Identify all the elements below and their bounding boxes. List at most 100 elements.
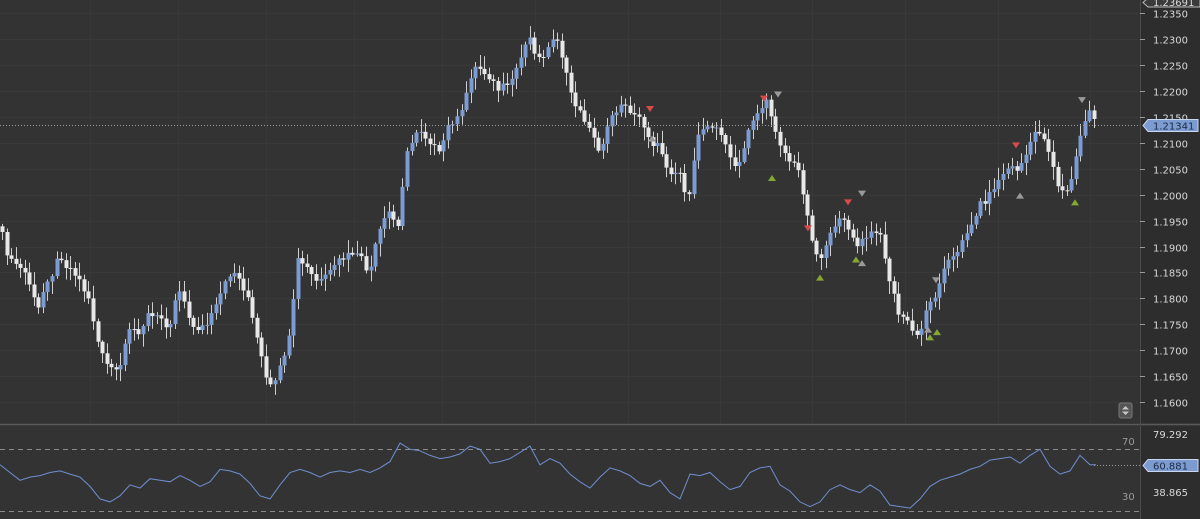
price-tick-label: 1.2100 xyxy=(1153,140,1188,151)
candle-bear xyxy=(878,232,883,235)
candle-bull xyxy=(746,129,751,149)
candle-bull xyxy=(287,335,292,356)
candle-bear xyxy=(396,219,401,227)
candle-bull xyxy=(837,218,842,227)
candle-bear xyxy=(733,157,738,167)
scale-toggle-button[interactable] xyxy=(1118,402,1133,419)
sell-signal-marker xyxy=(804,225,812,232)
neutral-signal-marker xyxy=(648,135,656,142)
candle-bull xyxy=(946,259,951,269)
candle-bear xyxy=(778,131,783,146)
candle-bull xyxy=(123,343,128,366)
candle-bear xyxy=(596,137,601,151)
candle-bear xyxy=(432,144,437,146)
candle-bear xyxy=(660,143,665,155)
candle-bull xyxy=(173,300,178,325)
candle-bull xyxy=(701,129,706,135)
candle-bear xyxy=(68,267,73,269)
candle-bull xyxy=(328,269,333,275)
candle-bull xyxy=(951,256,956,260)
candle-bear xyxy=(814,240,819,255)
candle-bear xyxy=(1015,166,1020,171)
rsi-level-label-70: 70 xyxy=(1122,437,1135,448)
candle-bull xyxy=(214,304,219,314)
neutral-signal-marker xyxy=(932,277,940,284)
candle-bear xyxy=(810,215,815,241)
candle-bear xyxy=(1092,110,1097,119)
candle-bull xyxy=(869,231,874,238)
candle-bear xyxy=(191,317,196,327)
candle-bull xyxy=(155,315,160,317)
candle-bull xyxy=(337,258,342,266)
price-pane-background xyxy=(0,0,1140,423)
candle-bear xyxy=(651,137,656,147)
candle-bull xyxy=(696,134,701,161)
candle-bear xyxy=(801,170,806,195)
candle-bear xyxy=(851,229,856,238)
rsi-bottom-value-label: 38.865 xyxy=(1153,488,1188,499)
candle-bear xyxy=(773,116,778,132)
candle-bear xyxy=(496,80,501,91)
candle-bull xyxy=(141,326,146,335)
price-tick-label: 1.2000 xyxy=(1153,192,1188,203)
candle-bear xyxy=(86,291,91,299)
candle-bear xyxy=(0,226,5,233)
candle-bear xyxy=(487,74,492,80)
candle-bull xyxy=(200,325,205,331)
candle-bear xyxy=(783,145,788,154)
candle-bull xyxy=(146,313,151,327)
candle-bear xyxy=(682,172,687,193)
candle-bear xyxy=(241,278,246,291)
candle-bull xyxy=(410,142,415,152)
candle-bull xyxy=(864,237,869,239)
candle-bear xyxy=(23,267,28,273)
candle-bull xyxy=(291,299,296,336)
candle-bull xyxy=(955,252,960,257)
current-price-label: 1.21341 xyxy=(1153,122,1194,133)
candle-bull xyxy=(974,215,979,225)
rsi-top-value-label: 79.292 xyxy=(1153,430,1188,441)
candle-bull xyxy=(441,140,446,152)
candle-bear xyxy=(237,273,242,279)
candle-bear xyxy=(983,201,988,204)
chevron-down-icon[interactable] xyxy=(1122,411,1129,416)
candle-bull xyxy=(419,131,424,133)
sell-signal-marker xyxy=(646,105,654,112)
signal-markers xyxy=(646,91,1086,341)
candle-bear xyxy=(723,134,728,145)
candle-bear xyxy=(505,83,510,85)
candle-bear xyxy=(541,57,546,59)
candle-bull xyxy=(928,301,933,311)
candle-bull xyxy=(924,310,929,329)
candle-bear xyxy=(77,275,82,280)
candle-bull xyxy=(218,293,223,305)
price-tick-label: 1.1650 xyxy=(1153,373,1188,384)
candle-bear xyxy=(792,161,797,163)
candle-bear xyxy=(437,145,442,152)
buy-signal-marker xyxy=(926,334,934,341)
candle-bull xyxy=(969,224,974,234)
rsi-axis[interactable]: 79.292 38.865 60.881 xyxy=(1142,430,1199,499)
candle-bear xyxy=(36,297,41,308)
candle-bull xyxy=(992,189,997,193)
candle-bear xyxy=(59,258,64,261)
candle-bull xyxy=(405,151,410,187)
candle-bull xyxy=(223,281,228,294)
candle-bull xyxy=(942,268,947,284)
candle-bull xyxy=(919,328,924,335)
candle-bear xyxy=(114,367,119,370)
rsi-current-value-label: 60.881 xyxy=(1153,462,1188,473)
candle-bear xyxy=(787,153,792,162)
candle-bear xyxy=(805,194,810,216)
candle-bull xyxy=(278,365,283,381)
candle-bear xyxy=(391,211,396,220)
candle-bear xyxy=(491,79,496,81)
neutral-signal-marker xyxy=(774,91,782,98)
candle-bull xyxy=(737,161,742,167)
scale-toggle-button-bg[interactable] xyxy=(1118,402,1133,419)
candle-bear xyxy=(874,231,879,233)
chevron-up-icon[interactable] xyxy=(1122,406,1129,410)
candle-bear xyxy=(91,298,96,322)
candle-bull xyxy=(209,313,214,325)
candle-bull xyxy=(127,329,132,344)
